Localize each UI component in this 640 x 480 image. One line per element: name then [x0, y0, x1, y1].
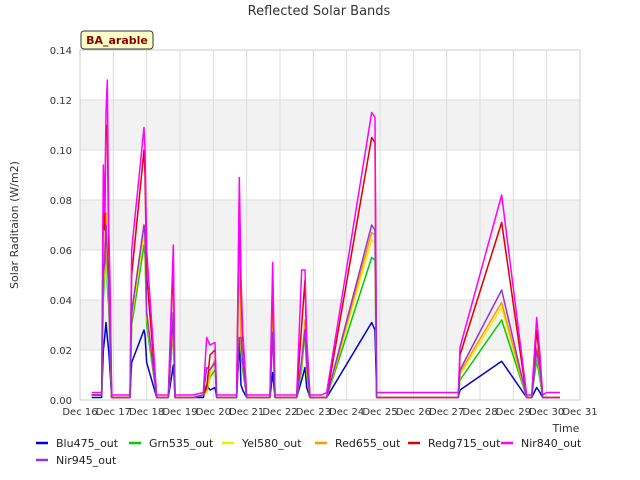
legend-item: Yel580_out — [222, 437, 302, 450]
x-tick-label: Dec 23 — [296, 407, 331, 418]
x-tick-label: Dec 18 — [129, 407, 164, 418]
y-axis-label: Solar Raditaion (W/m2) — [8, 161, 21, 289]
series-line-Nir945_out — [91, 224, 560, 399]
background-bands — [80, 50, 580, 400]
series-line-Nir840_out — [91, 79, 560, 396]
band-4 — [80, 150, 580, 200]
legend-item: Redg715_out — [408, 437, 501, 450]
legend-label: Yel580_out — [241, 437, 302, 450]
y-tick-label: 0.14 — [50, 46, 72, 57]
legend-item: Nir840_out — [501, 437, 582, 450]
legend-item: Blu475_out — [36, 437, 119, 450]
legend-label: Nir840_out — [521, 437, 582, 450]
x-axis-label: Time — [552, 422, 580, 435]
y-tick-label: 0.00 — [50, 396, 72, 407]
x-tick-label: Dec 28 — [462, 407, 497, 418]
x-tick-label: Dec 22 — [262, 407, 297, 418]
series-layer — [91, 79, 560, 399]
badge-label: BA_arable — [86, 34, 148, 47]
x-tick-label: Dec 27 — [429, 407, 464, 418]
band-6 — [80, 50, 580, 100]
x-tick-label: Dec 19 — [162, 407, 197, 418]
x-tick-label: Dec 26 — [396, 407, 431, 418]
y-tick-label: 0.06 — [50, 246, 72, 257]
legend-item: Red655_out — [315, 437, 401, 450]
legend-label: Redg715_out — [428, 437, 501, 450]
y-tick-label: 0.12 — [50, 96, 72, 107]
legend-item: Grn535_out — [129, 437, 214, 450]
x-tick-label: Dec 17 — [96, 407, 131, 418]
y-tick-label: 0.10 — [50, 146, 72, 157]
y-axis: 0.00 0.02 0.04 0.06 0.08 0.10 0.12 0.14 — [50, 46, 72, 407]
x-tick-label: Dec 30 — [529, 407, 564, 418]
badge-box — [80, 30, 154, 50]
y-tick-label: 0.08 — [50, 196, 72, 207]
badge: BA_arable — [80, 30, 154, 50]
legend-label: Red655_out — [335, 437, 401, 450]
x-tick-label: Dec 31 — [562, 407, 597, 418]
y-tick-label: 0.04 — [50, 296, 72, 307]
x-tick-label: Dec 24 — [329, 407, 364, 418]
chart-title: Reflected Solar Bands — [248, 4, 391, 19]
legend-item: Nir945_out — [36, 454, 117, 467]
x-tick-label: Dec 21 — [229, 407, 264, 418]
x-tick-label: Dec 20 — [196, 407, 231, 418]
band-2 — [80, 250, 580, 300]
band-3 — [80, 200, 580, 250]
legend-label: Grn535_out — [149, 437, 214, 450]
legend: Blu475_out Grn535_out Yel580_out Red655_out… — [36, 437, 582, 467]
y-tick-label: 0.02 — [50, 346, 72, 357]
legend-label: Nir945_out — [56, 454, 117, 467]
band-5 — [80, 100, 580, 150]
x-tick-label: Dec 16 — [62, 407, 97, 418]
legend-label: Blu475_out — [56, 437, 119, 450]
x-tick-label: Dec 25 — [362, 407, 397, 418]
band-1 — [80, 300, 580, 350]
plot-frame — [79, 49, 581, 401]
x-tick-label: Dec 29 — [496, 407, 531, 418]
